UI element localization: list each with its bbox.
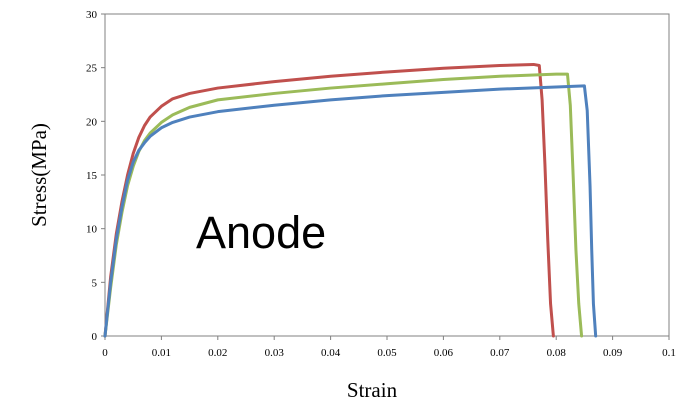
series-layer xyxy=(103,62,598,338)
y-axis-title: Stress(MPa) xyxy=(27,123,51,227)
x-tick-label: 0 xyxy=(102,347,108,359)
x-tick-label: 0.05 xyxy=(377,347,397,359)
y-tick-label: 10 xyxy=(86,224,98,236)
x-tick-label: 0.06 xyxy=(434,347,454,359)
x-tick-label: 0.02 xyxy=(208,347,227,359)
plot-area-frame xyxy=(104,13,670,337)
x-tick-label: 0.08 xyxy=(547,347,567,359)
x-tick-label: 0.09 xyxy=(603,347,623,359)
y-tick-label: 30 xyxy=(86,9,98,21)
y-tick-label: 25 xyxy=(86,63,98,75)
x-tick-label: 0.07 xyxy=(490,347,510,359)
x-tick-label: 0.03 xyxy=(265,347,285,359)
y-tick-label: 20 xyxy=(86,116,98,128)
x-tick-label: 0.01 xyxy=(152,347,171,359)
y-tick-label: 0 xyxy=(92,331,98,343)
anode-annotation: Anode xyxy=(196,207,326,258)
y-axis: 0 5 10 15 20 25 30 xyxy=(86,9,105,343)
y-tick-label: 15 xyxy=(86,170,98,182)
x-tick-label: 0.04 xyxy=(321,347,341,359)
y-tick-label: 5 xyxy=(92,277,98,289)
x-axis-title: Strain xyxy=(347,378,398,402)
series-line-1 xyxy=(103,62,555,338)
x-axis: 0 0.01 0.02 0.03 0.04 0.05 0.06 0.07 0.08 0.09 0.1 xyxy=(102,336,676,359)
x-tick-label: 0.1 xyxy=(662,347,676,359)
series-line-3 xyxy=(103,84,598,338)
